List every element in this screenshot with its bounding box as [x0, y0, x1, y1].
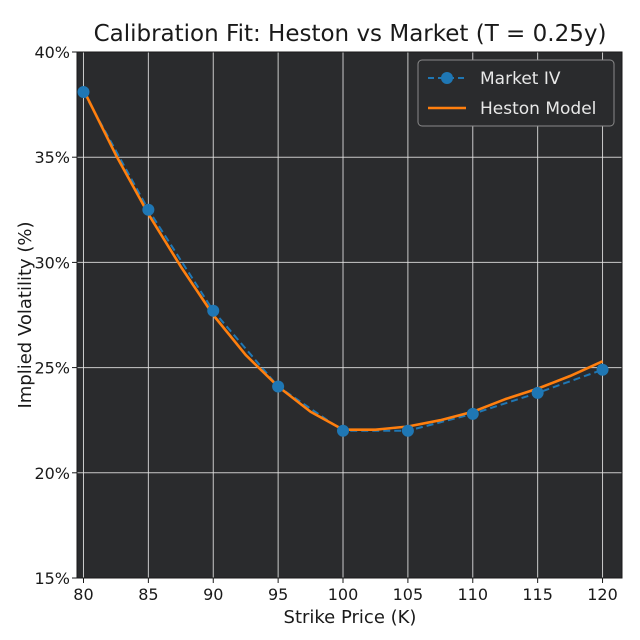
- legend-box: [417, 59, 615, 127]
- legend-market-label: Market IV: [480, 69, 561, 89]
- y-tick-label: 25%: [34, 359, 70, 378]
- y-tick-label: 40%: [34, 43, 70, 62]
- market-iv-point: [337, 424, 350, 437]
- x-tick-label: 95: [268, 585, 288, 604]
- x-tick-label: 115: [522, 585, 553, 604]
- y-tick-label: 35%: [34, 148, 70, 167]
- x-tick-label: 100: [328, 585, 359, 604]
- chart-title: Calibration Fit: Heston vs Market (T = 0…: [94, 21, 607, 47]
- x-tick-label: 120: [587, 585, 618, 604]
- ticks: 80 85 90 95 100 105 110 115 120 15% 20% 25% 30% 35% 40…: [34, 43, 617, 604]
- x-tick-label: 85: [138, 585, 158, 604]
- plot-background: [77, 52, 622, 578]
- market-iv-point: [272, 380, 285, 393]
- legend-heston-label: Heston Model: [480, 99, 596, 119]
- market-iv-point: [531, 386, 544, 399]
- legend-market-swatch-marker: [441, 72, 453, 84]
- series-layer: [77, 85, 609, 437]
- market-iv-point: [142, 203, 155, 216]
- market-iv-point: [466, 407, 479, 420]
- y-tick-label: 30%: [34, 253, 70, 272]
- x-axis-label: Strike Price (K): [284, 607, 417, 628]
- y-tick-label: 20%: [34, 464, 70, 483]
- grid: [77, 51, 622, 579]
- market-iv-point: [207, 304, 220, 317]
- market-iv-point: [77, 85, 90, 98]
- x-tick-label: 110: [458, 585, 489, 604]
- x-tick-label: 80: [73, 585, 93, 604]
- plot-frame: [76, 51, 623, 579]
- legend: Market IV Heston Model: [417, 59, 615, 127]
- y-axis-label: Implied Volatility (%): [15, 221, 36, 408]
- y-tick-label: 15%: [34, 569, 70, 588]
- x-tick-label: 90: [203, 585, 223, 604]
- market-iv-point: [401, 424, 414, 437]
- x-tick-label: 105: [393, 585, 424, 604]
- market-iv-point: [596, 363, 609, 376]
